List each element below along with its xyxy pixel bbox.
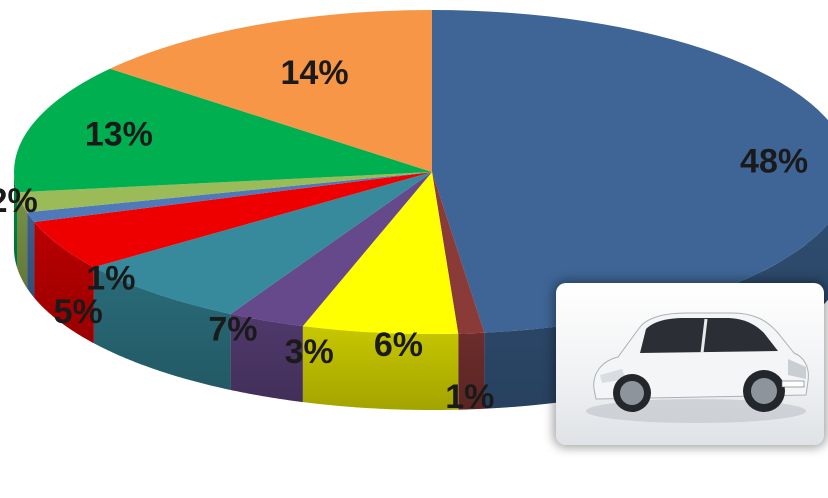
pie-slice-6 (27, 172, 433, 223)
data-label-0: 48% (740, 143, 808, 181)
data-label-9: 14% (281, 54, 349, 92)
pie-slice-4 (93, 172, 432, 314)
pie-side-shade-6 (27, 212, 35, 299)
pie-side-shade-5 (34, 222, 94, 344)
pie-slice-9 (109, 9, 432, 172)
data-label-1: 1% (445, 378, 494, 416)
data-label-2: 6% (374, 326, 423, 364)
pie-side-shade-7 (17, 192, 28, 289)
data-label-6: 1% (86, 259, 135, 297)
pie-slice-5 (34, 172, 433, 268)
data-label-3: 3% (285, 333, 334, 371)
pie-side-shade-3 (230, 313, 303, 403)
car-photo (556, 283, 824, 445)
data-label-8: 13% (85, 116, 153, 154)
data-label-5: 5% (54, 293, 103, 331)
pie-side-shade-1 (458, 332, 485, 410)
pie-slice-3 (230, 172, 432, 327)
pie-slice-2 (302, 172, 459, 334)
pie-slice-1 (432, 172, 485, 334)
pie-side-shade-4 (93, 267, 231, 390)
pie-labels: 48%1%6%3%7%5%1%2%13%14% (0, 54, 808, 416)
data-label-7: 2% (0, 182, 38, 220)
car-icon (586, 312, 809, 423)
pie-slice-0 (432, 10, 828, 333)
pie-side-shade-2 (302, 326, 459, 410)
pie-top (13, 9, 828, 334)
data-label-4: 7% (208, 311, 257, 349)
pie-slice-7 (17, 172, 433, 213)
pie-side-shade-8 (14, 172, 18, 269)
pie-slice-8 (13, 68, 432, 193)
